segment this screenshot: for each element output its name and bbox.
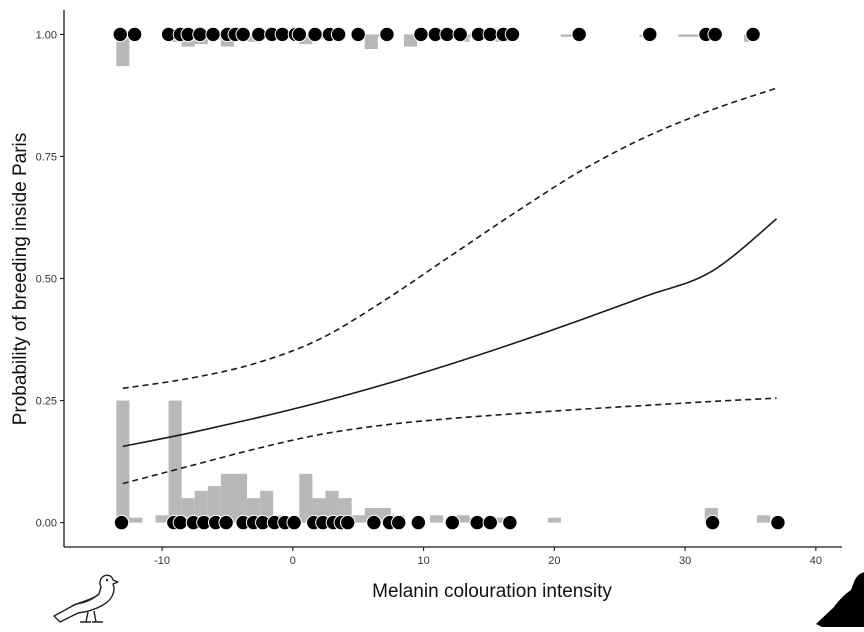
data-point-y1 xyxy=(330,26,347,43)
x-tick-label: 20 xyxy=(548,555,560,567)
ci-lower-line xyxy=(122,397,777,485)
fit-layer xyxy=(122,87,778,485)
data-point-y0 xyxy=(366,514,382,531)
histogram-bar-y1 xyxy=(116,34,130,67)
data-point-y1 xyxy=(452,26,468,43)
histogram-bar-y0 xyxy=(168,400,182,523)
histogram-bar-y1 xyxy=(678,34,692,37)
histogram-bar-y0 xyxy=(129,517,143,523)
data-point-y0 xyxy=(286,514,302,531)
data-point-y0 xyxy=(410,514,427,531)
histogram-bar-y0 xyxy=(233,473,248,523)
ci-upper-line xyxy=(122,87,777,390)
data-point-y0 xyxy=(218,514,234,531)
pale-pigeon-outline-icon xyxy=(53,574,119,623)
histogram-bar-y1 xyxy=(299,34,313,45)
data-point-y0 xyxy=(340,514,356,531)
data-point-y0 xyxy=(444,514,461,531)
axes-layer: 0.00 0.25 0.50 0.75 1.00 -10 0 10 20 30 40 xyxy=(36,10,842,567)
data-point-y1 xyxy=(112,26,128,43)
y-tick-label: 0.00 xyxy=(36,518,57,530)
histogram-bar-y0 xyxy=(155,515,169,523)
data-point-y1 xyxy=(251,26,267,43)
histogram-bar-y1 xyxy=(560,34,574,37)
data-point-y1 xyxy=(192,26,208,43)
data-point-y0 xyxy=(770,514,786,531)
data-point-y0 xyxy=(502,514,518,531)
histogram-bar-y0 xyxy=(260,490,274,523)
data-point-y1 xyxy=(126,26,143,43)
data-point-y1 xyxy=(707,26,723,43)
histogram-bar-y1 xyxy=(691,34,705,37)
data-point-y1 xyxy=(205,26,221,43)
data-point-y0 xyxy=(482,514,498,531)
x-tick-label: 30 xyxy=(679,555,691,567)
histogram-bar-y0 xyxy=(757,515,771,523)
histogram-bar-y0 xyxy=(351,515,365,523)
histogram-bar-y1 xyxy=(403,34,418,47)
histogram-bar-y0 xyxy=(299,473,313,523)
data-point-y0 xyxy=(469,514,485,531)
data-point-y1 xyxy=(274,26,291,43)
data-point-y1 xyxy=(439,26,455,43)
y-tick-label: 0.25 xyxy=(36,396,57,408)
data-point-y0 xyxy=(391,514,407,531)
data-point-y1 xyxy=(307,26,323,43)
data-point-y1 xyxy=(482,26,498,43)
y-tick-label: 1.00 xyxy=(36,29,57,41)
data-point-y1 xyxy=(745,26,761,43)
data-point-y0 xyxy=(113,514,130,531)
histogram-bar-y1 xyxy=(364,34,378,50)
y-axis-title: Probability of breeding inside Paris xyxy=(10,133,31,426)
histogram-bar-y0 xyxy=(495,517,509,523)
x-tick-label: 0 xyxy=(290,555,296,567)
x-axis-title: Melanin colouration intensity xyxy=(372,581,612,602)
histogram-layer xyxy=(116,34,771,523)
data-point-y1 xyxy=(291,26,308,43)
data-point-y1 xyxy=(413,26,429,43)
dark-pigeon-silhouette-icon xyxy=(816,572,864,627)
data-point-y1 xyxy=(504,26,521,43)
histogram-bar-y0 xyxy=(430,515,444,523)
data-point-y1 xyxy=(235,26,251,43)
histogram-bar-y0 xyxy=(207,485,221,523)
data-point-y1 xyxy=(571,26,587,43)
histogram-bar-y0 xyxy=(194,490,208,523)
x-tick-label: 10 xyxy=(417,555,429,567)
data-point-y1 xyxy=(350,26,366,43)
histogram-bar-y0 xyxy=(220,473,234,523)
data-point-y0 xyxy=(172,514,189,531)
y-tick-label: 0.50 xyxy=(36,274,57,286)
data-point-y0 xyxy=(704,514,721,531)
histogram-bar-y0 xyxy=(325,490,339,523)
data-point-y1 xyxy=(379,26,395,43)
histogram-bar-y0 xyxy=(456,515,470,523)
y-tick-label: 0.75 xyxy=(36,151,57,163)
points-layer xyxy=(112,26,786,531)
x-tick-label: 40 xyxy=(810,555,822,567)
histogram-bar-y0 xyxy=(547,517,561,523)
histogram-bar-y0 xyxy=(116,400,130,523)
data-point-y1 xyxy=(642,26,658,43)
fit-line xyxy=(122,218,778,448)
x-tick-label: -10 xyxy=(154,555,170,567)
